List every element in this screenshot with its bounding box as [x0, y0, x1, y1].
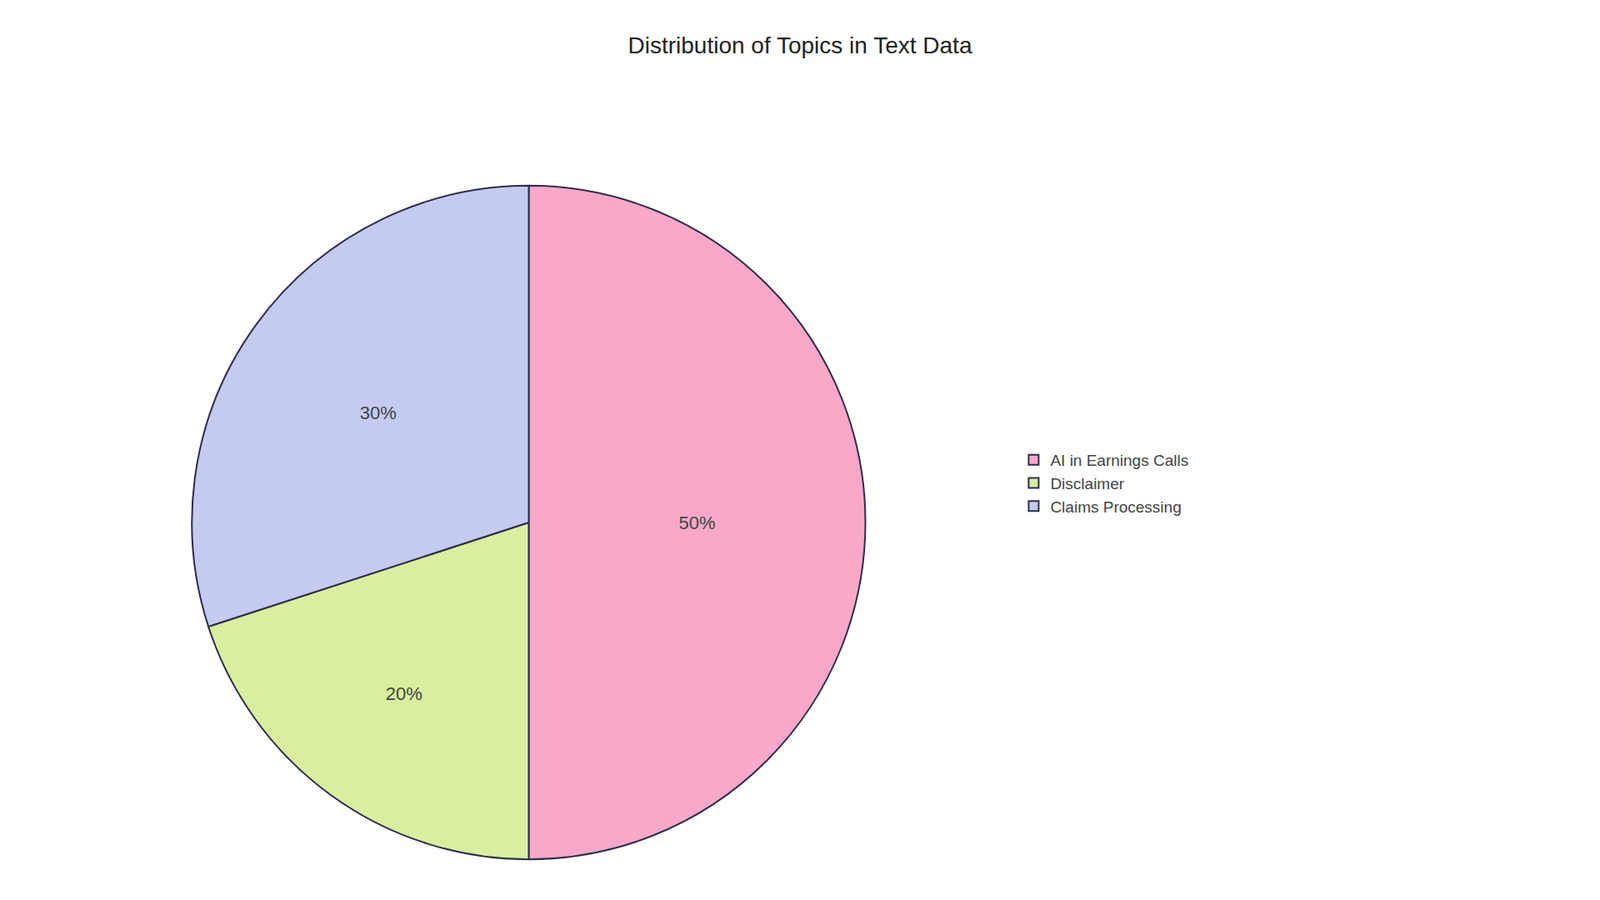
svg-text:50%: 50% [679, 512, 716, 534]
svg-text:30%: 30% [360, 402, 397, 424]
svg-text:Claims Processing: Claims Processing [1050, 498, 1181, 516]
svg-text:Disclaimer: Disclaimer [1050, 475, 1125, 493]
svg-text:AI in Earnings Calls: AI in Earnings Calls [1050, 451, 1189, 470]
svg-text:Distribution of Topics in Text: Distribution of Topics in Text Data [628, 32, 973, 59]
svg-text:20%: 20% [385, 683, 423, 705]
